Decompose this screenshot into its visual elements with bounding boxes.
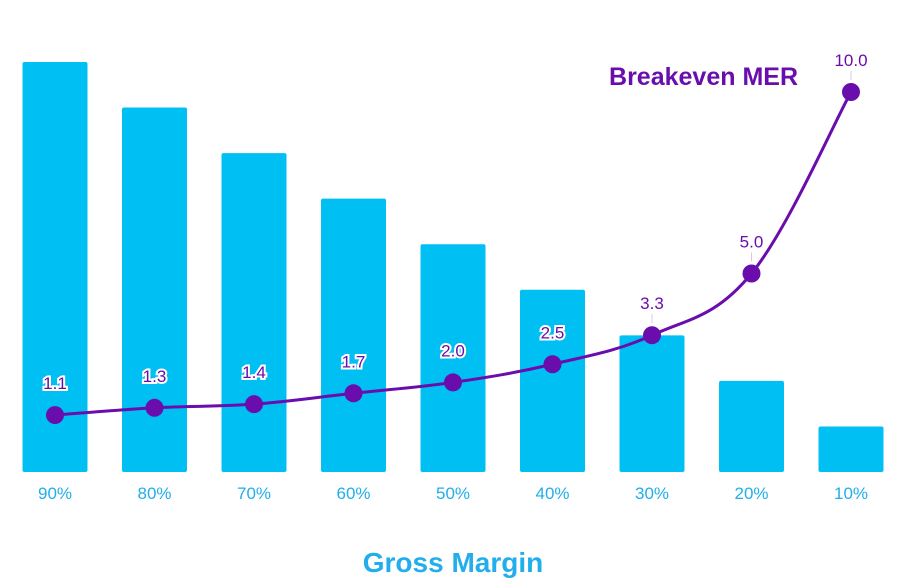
x-tick-labels: 90% 80% 70% 60% 50% 40% 30% 20% 10%	[38, 484, 868, 503]
x-tick-label: 90%	[38, 484, 72, 503]
line-point-5	[444, 373, 462, 392]
line-point-7	[643, 326, 661, 345]
line-group: 1.1 1.3 1.4 1.7 2.0 2.5 3.3 5.0 10.0	[41, 51, 868, 425]
x-axis-title: Gross Margin	[363, 547, 543, 578]
x-tick-label: 20%	[734, 484, 768, 503]
x-tick-label: 40%	[535, 484, 569, 503]
x-tick-label: 60%	[336, 484, 370, 503]
line-point-4	[344, 384, 363, 403]
x-tick-label: 70%	[237, 484, 271, 503]
data-label: 5.0	[740, 233, 764, 252]
data-label: 1.1	[43, 374, 67, 393]
x-tick-label: 50%	[436, 484, 470, 503]
bar-7	[619, 335, 685, 472]
bar-1	[22, 62, 88, 472]
line-point-3	[245, 395, 263, 414]
data-label: 1.7	[342, 352, 366, 371]
bar-4	[321, 198, 386, 472]
bar-2	[122, 107, 187, 473]
x-tick-label: 10%	[834, 484, 868, 503]
data-label: 1.4	[242, 363, 266, 382]
bar-3	[221, 153, 287, 472]
bar-5	[420, 244, 486, 472]
data-label: 1.3	[143, 367, 167, 386]
x-tick-label: 80%	[137, 484, 171, 503]
line-point-1	[46, 406, 64, 425]
bars-group	[22, 62, 884, 473]
series-label: Breakeven MER	[609, 63, 798, 91]
line-point-9	[842, 83, 860, 101]
data-label: 3.3	[640, 294, 664, 313]
line-point-8	[742, 264, 761, 283]
line-point-2	[145, 398, 164, 417]
bar-9	[818, 426, 884, 472]
data-label: 2.5	[541, 323, 565, 342]
bar-8	[719, 380, 784, 472]
bar-6	[520, 289, 585, 472]
data-label: 10.0	[834, 51, 867, 70]
data-label: 2.0	[441, 341, 465, 360]
x-tick-label: 30%	[635, 484, 669, 503]
line-point-6	[543, 355, 562, 374]
